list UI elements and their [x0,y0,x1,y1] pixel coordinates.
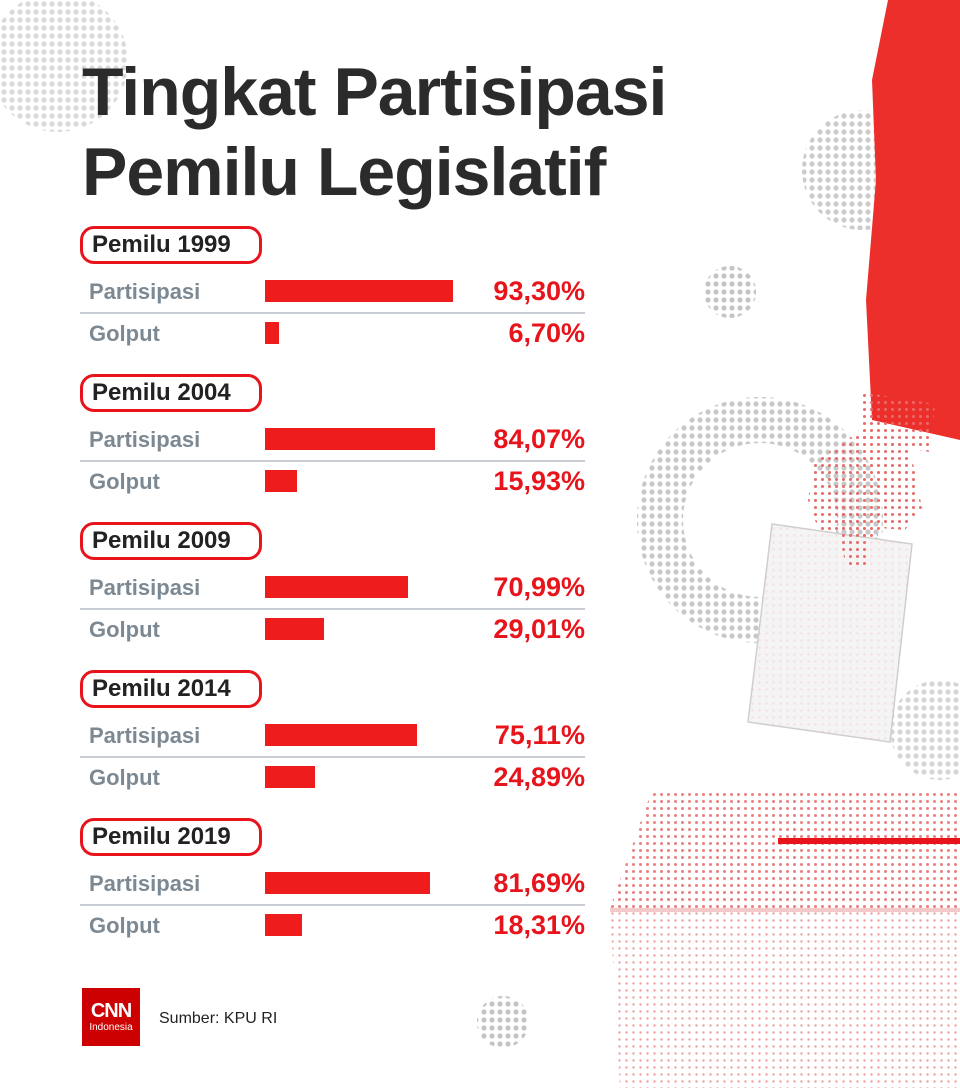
data-label: 81,69% [493,868,585,898]
bar [265,470,297,492]
abstention-row: Golput 15,93% [80,462,585,502]
participation-row: Partisipasi 84,07% [80,420,585,462]
halftone-dot-circle [0,0,128,132]
row-label: Partisipasi [89,575,201,600]
participation-row: Partisipasi 93,30% [80,272,585,314]
data-label: 15,93% [493,466,585,496]
row-label: Golput [89,469,160,494]
hand-shape [808,430,922,566]
row-label: Golput [89,913,160,938]
bar [265,576,408,598]
data-label: 75,11% [494,720,585,750]
election-group-2019: Pemilu 2019 Partisipasi 81,69% Golput 18… [80,818,590,966]
row-label: Golput [89,617,160,642]
group-label: Pemilu 2004 [80,374,262,412]
halftone-dot-circle [477,996,529,1048]
election-group-2004: Pemilu 2004 Partisipasi 84,07% Golput 15… [80,374,590,522]
abstention-row: Golput 18,31% [80,906,585,946]
halftone-dot-circle [704,266,756,318]
logo-text: CNN [90,1000,132,1022]
bar [265,914,302,936]
data-label: 29,01% [493,614,585,644]
bar [265,872,430,894]
participation-row: Partisipasi 81,69% [80,864,585,906]
row-label: Golput [89,321,160,346]
data-label: 84,07% [493,424,585,454]
election-group-2009: Pemilu 2009 Partisipasi 70,99% Golput 29… [80,522,590,670]
bar [265,428,435,450]
chart-title: Tingkat Partisipasi Pemilu Legislatif [82,52,667,212]
row-label: Partisipasi [89,723,201,748]
sleeve-shape [866,0,960,440]
row-label: Partisipasi [89,279,201,304]
data-label: 70,99% [493,572,585,602]
bar [265,280,453,302]
bar [265,724,417,746]
row-label: Partisipasi [89,871,201,896]
bar [265,766,315,788]
ballot-box [610,790,960,1088]
source-note: Sumber: KPU RI [159,1010,278,1027]
data-label: 93,30% [493,276,585,306]
group-label: Pemilu 2019 [80,818,262,856]
bar [265,322,279,344]
chart-groups: Pemilu 1999 Partisipasi 93,30% Golput 6,… [80,226,590,966]
data-label: 6,70% [508,318,585,348]
cnn-indonesia-logo[interactable]: CNN Indonesia [82,988,140,1046]
halftone-dot-circle [890,680,960,780]
thumb-shape [838,505,870,566]
title-line-1: Tingkat Partisipasi [82,54,667,130]
participation-row: Partisipasi 75,11% [80,716,585,758]
ballot-paper [747,523,913,743]
row-label: Golput [89,765,160,790]
row-label: Partisipasi [89,427,201,452]
group-label: Pemilu 2014 [80,670,262,708]
bar [265,618,324,640]
group-label: Pemilu 2009 [80,522,262,560]
title-line-2: Pemilu Legislatif [82,134,606,210]
logo-subtext: Indonesia [89,1022,133,1033]
participation-row: Partisipasi 70,99% [80,568,585,610]
data-label: 24,89% [493,762,585,792]
abstention-row: Golput 29,01% [80,610,585,650]
election-group-2014: Pemilu 2014 Partisipasi 75,11% Golput 24… [80,670,590,818]
election-group-1999: Pemilu 1999 Partisipasi 93,30% Golput 6,… [80,226,590,374]
data-label: 18,31% [493,910,585,940]
group-label: Pemilu 1999 [80,226,262,264]
abstention-row: Golput 24,89% [80,758,585,798]
abstention-row: Golput 6,70% [80,314,585,354]
